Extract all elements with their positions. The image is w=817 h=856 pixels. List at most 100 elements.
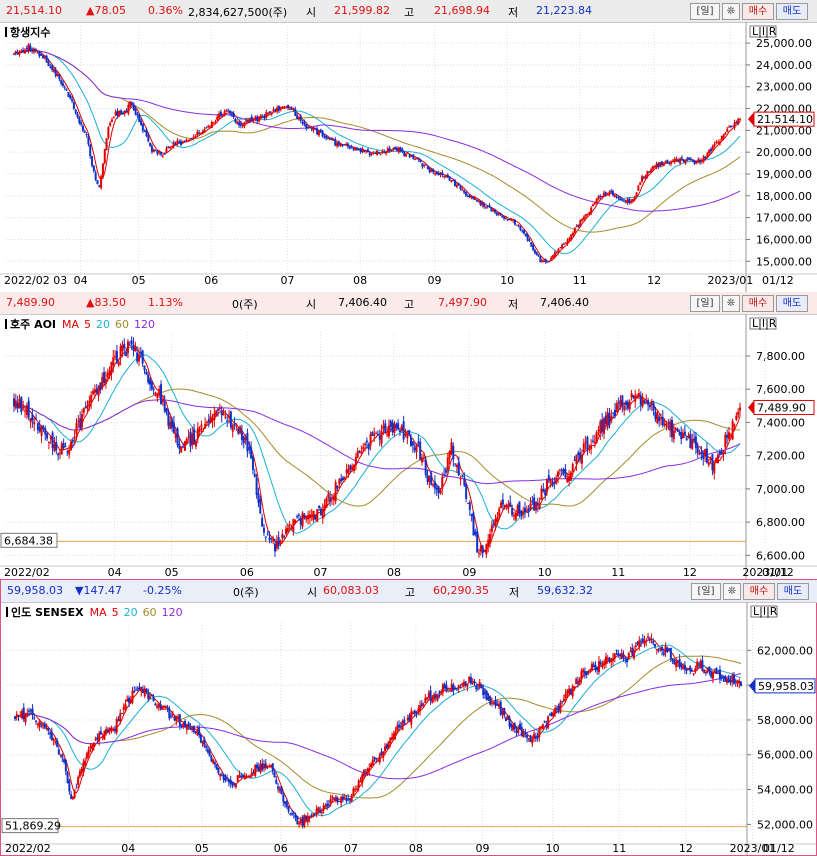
candle xyxy=(445,680,448,693)
candle xyxy=(189,138,192,141)
sell-button[interactable]: 매도 xyxy=(776,3,808,20)
candle xyxy=(191,725,194,733)
candle-body xyxy=(354,148,357,150)
candle xyxy=(372,150,375,155)
candle-body xyxy=(679,158,682,164)
settings-icon[interactable]: ❊ xyxy=(722,3,740,20)
candle-body xyxy=(24,410,27,412)
candle-body xyxy=(452,180,455,182)
candle-body xyxy=(455,465,458,468)
candle-body xyxy=(72,102,75,109)
candle-body xyxy=(13,398,15,407)
candle xyxy=(156,149,159,156)
candle xyxy=(213,406,216,428)
candle xyxy=(734,678,737,687)
candle-body xyxy=(189,431,192,447)
candle-body xyxy=(613,653,616,659)
candle xyxy=(731,672,734,687)
candle-body xyxy=(373,756,376,759)
candle-body xyxy=(660,161,663,166)
candle xyxy=(640,174,643,184)
candle-body xyxy=(558,469,561,471)
candle xyxy=(154,702,157,706)
settings-icon[interactable]: ❊ xyxy=(722,295,740,312)
candle xyxy=(521,229,524,233)
x-tick-label: 12 xyxy=(683,566,697,579)
candle xyxy=(415,710,418,718)
candle-body xyxy=(178,714,181,726)
candle-body xyxy=(680,664,683,668)
candle-body xyxy=(187,436,190,438)
period-daily-button[interactable]: [일] xyxy=(690,295,720,312)
candle xyxy=(700,445,703,461)
candle xyxy=(508,218,511,221)
candle xyxy=(497,212,500,216)
candle xyxy=(382,419,385,435)
candle-body xyxy=(705,448,708,463)
candle-body xyxy=(71,98,74,101)
low-label: 저 xyxy=(508,6,519,19)
candle xyxy=(619,196,622,201)
candle-body xyxy=(718,452,721,455)
candle xyxy=(733,423,736,431)
candle-body xyxy=(657,650,660,652)
candle xyxy=(257,762,260,773)
candle-body xyxy=(61,754,64,759)
candle-body xyxy=(159,704,162,709)
candle xyxy=(89,743,92,753)
candle-body xyxy=(351,466,354,470)
candle-body xyxy=(314,128,317,130)
candle xyxy=(423,163,426,168)
candle xyxy=(185,437,188,445)
candles xyxy=(13,42,741,264)
candle-body xyxy=(152,149,155,152)
buy-button[interactable]: 매수 xyxy=(743,583,775,600)
candle-body xyxy=(80,122,83,125)
candle xyxy=(450,179,453,183)
sell-button[interactable]: 매도 xyxy=(777,583,809,600)
candle-body xyxy=(475,199,478,202)
candle xyxy=(338,478,341,489)
buy-button[interactable]: 매수 xyxy=(742,3,774,20)
candle-body xyxy=(670,419,673,437)
candle xyxy=(288,520,291,530)
candle-body xyxy=(394,146,397,149)
candle xyxy=(266,530,269,536)
candle-body xyxy=(265,112,268,118)
x-tick-label: 08 xyxy=(409,842,423,855)
candle-body xyxy=(261,116,264,118)
candle-body xyxy=(305,516,308,520)
period-daily-button[interactable]: [일] xyxy=(691,583,721,600)
candle xyxy=(199,132,202,135)
candle-body xyxy=(541,724,544,730)
candle xyxy=(205,126,208,129)
candle xyxy=(253,468,256,478)
buy-button[interactable]: 매수 xyxy=(742,295,774,312)
ma-line-ma20 xyxy=(13,50,741,255)
candle xyxy=(628,197,631,205)
candle-body xyxy=(731,420,734,440)
settings-icon[interactable]: ❊ xyxy=(723,583,741,600)
candle xyxy=(275,775,278,785)
x-tick-label: 05 xyxy=(165,566,179,579)
period-daily-button[interactable]: [일] xyxy=(690,3,720,20)
candle xyxy=(69,94,72,100)
candle-body xyxy=(99,731,102,735)
candle xyxy=(443,175,446,179)
candle xyxy=(245,117,248,125)
candle-body xyxy=(735,415,738,420)
candle-body xyxy=(709,148,712,152)
candle-body xyxy=(235,425,238,427)
candle xyxy=(716,452,719,464)
candle-body xyxy=(424,459,427,475)
candle-body xyxy=(381,150,384,152)
candle xyxy=(51,430,54,456)
candle-body xyxy=(131,690,134,703)
candle xyxy=(699,658,702,669)
candle-body xyxy=(267,112,270,115)
candle-body xyxy=(444,470,447,473)
candle-body xyxy=(58,74,61,80)
sell-button[interactable]: 매도 xyxy=(776,295,808,312)
candle-body xyxy=(132,344,135,351)
candle-body xyxy=(464,681,467,685)
